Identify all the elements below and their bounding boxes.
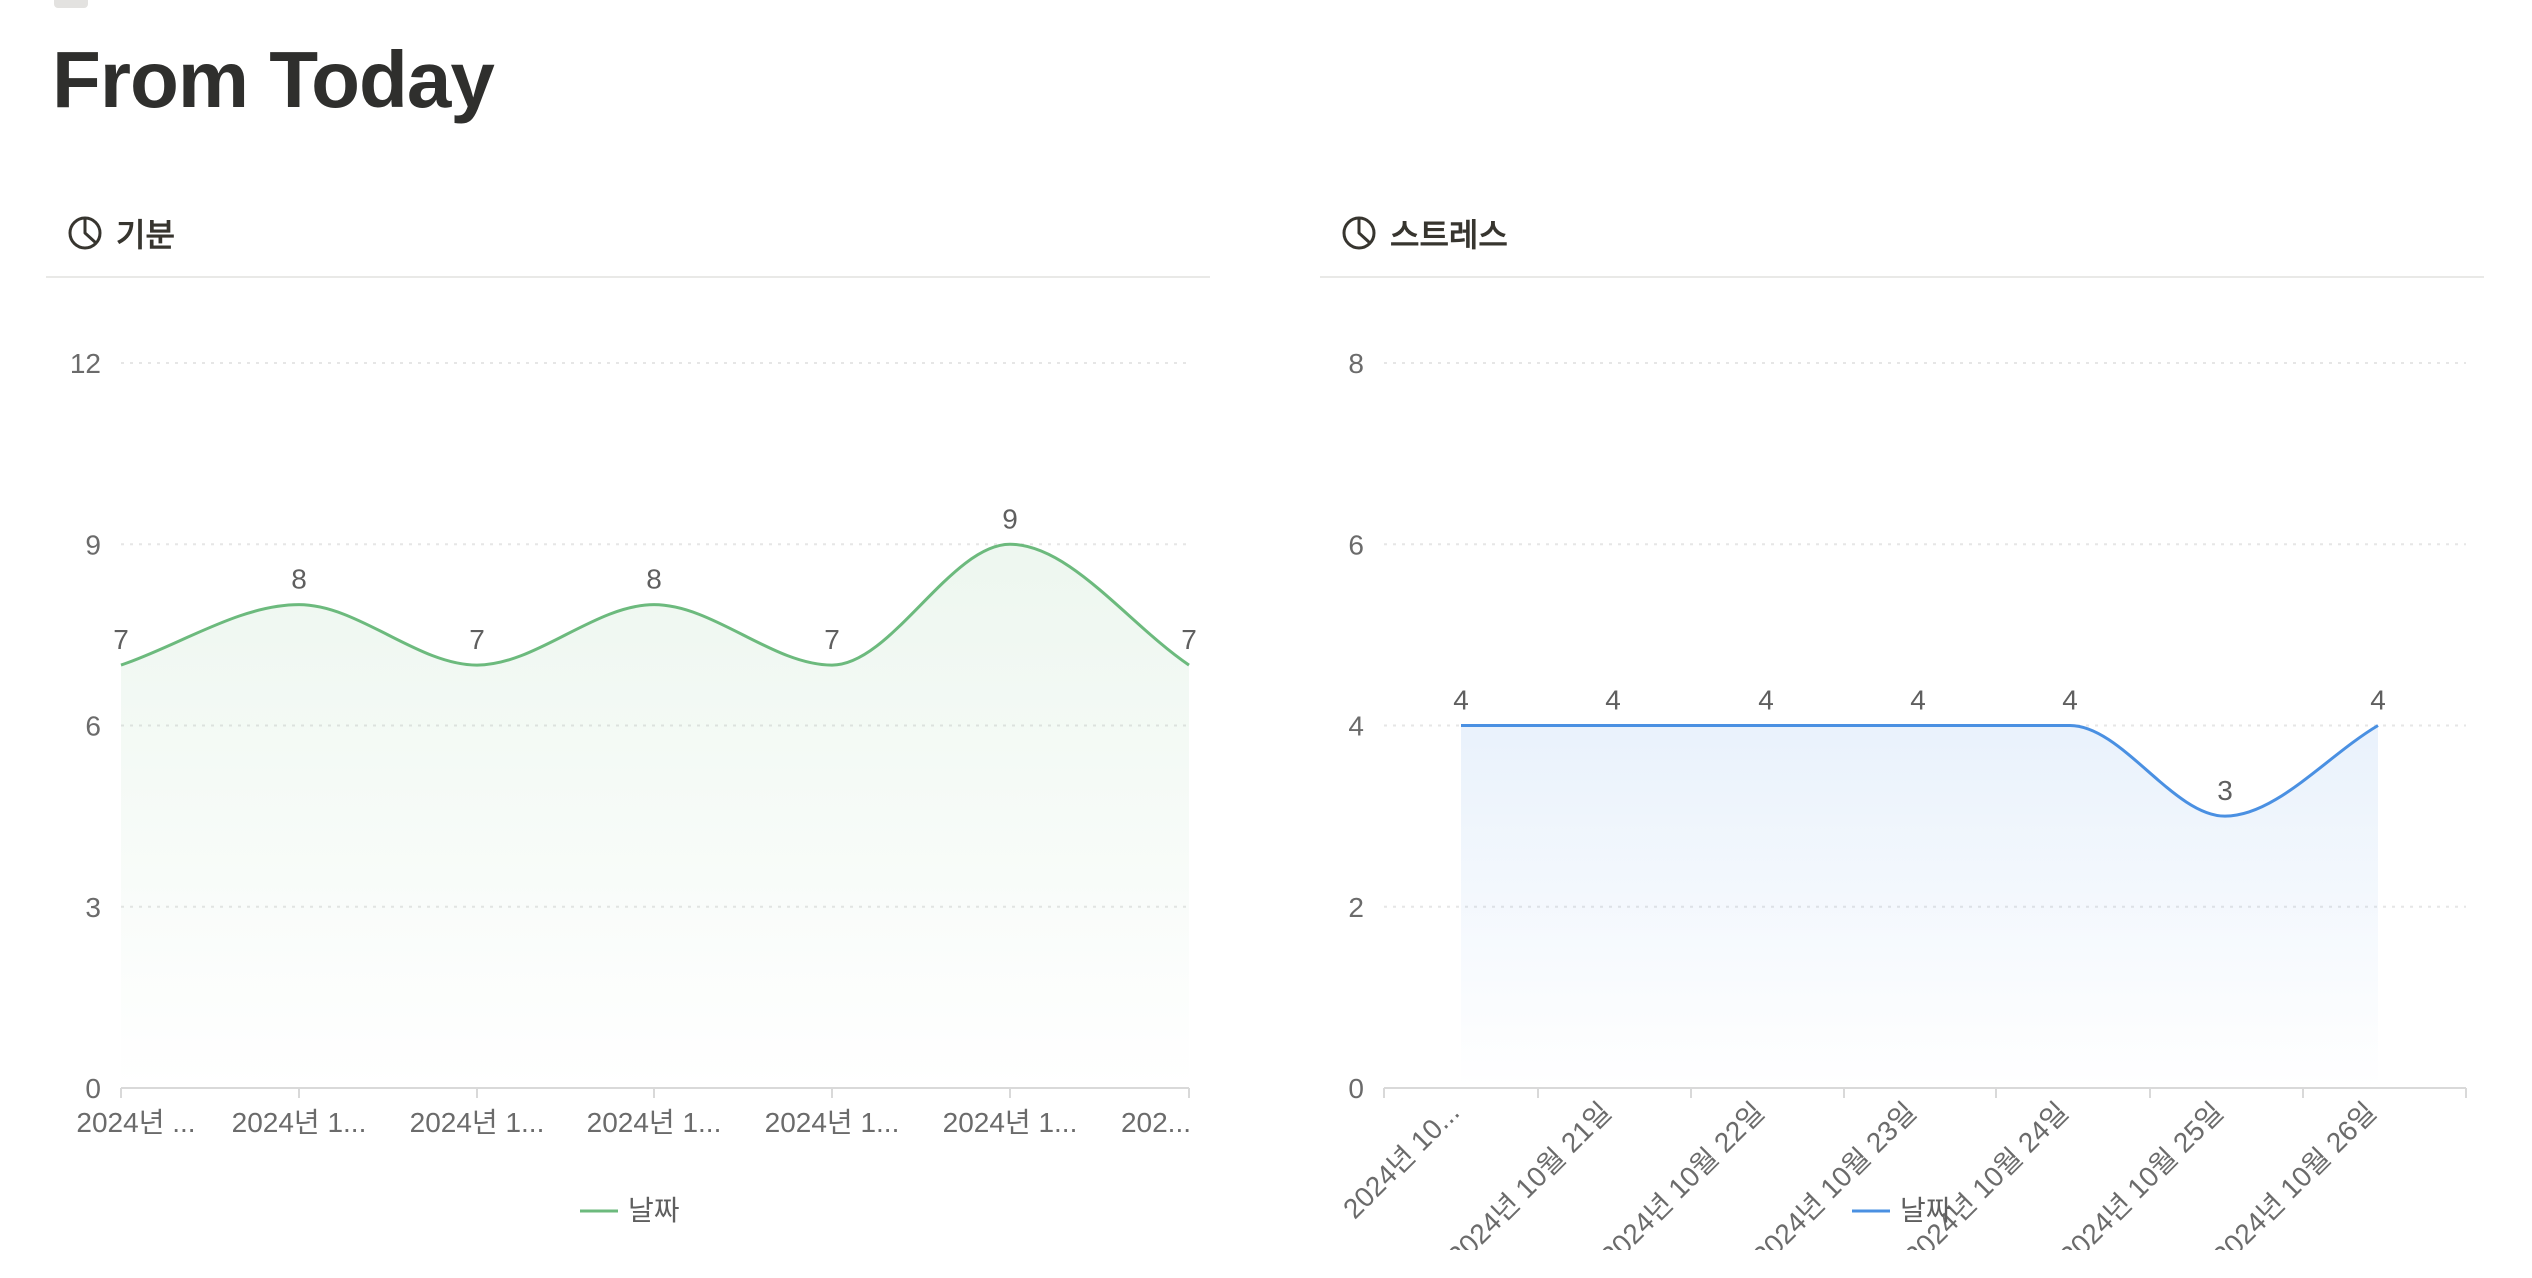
x-tick-label: 202... xyxy=(1121,1107,1191,1138)
chart-title: 기분 xyxy=(116,217,175,253)
data-label: 3 xyxy=(2217,775,2233,806)
y-tick-label: 8 xyxy=(1348,348,1364,379)
page-title: From Today xyxy=(52,35,495,124)
pie-chart-icon xyxy=(66,214,104,252)
x-tick-label: 2024년 10... xyxy=(1337,1096,1465,1224)
x-tick-label: 2024년 10월 21일 xyxy=(1442,1096,1618,1250)
y-tick-label: 12 xyxy=(70,348,101,379)
series-line xyxy=(120,542,1190,667)
x-tick-label: 2024년 10월 26일 xyxy=(2207,1096,2383,1250)
x-tick-label: 2024년 10월 22일 xyxy=(1595,1096,1771,1250)
x-tick-label: 2024년 10월 24일 xyxy=(1899,1096,2075,1250)
pie-chart-icon xyxy=(1340,214,1378,252)
data-label: 8 xyxy=(291,564,307,595)
chart-header: 스트레스 xyxy=(1320,190,2484,278)
data-label: 4 xyxy=(1758,685,1774,716)
y-tick-label: 6 xyxy=(1348,529,1364,560)
legend-label: 날짜 xyxy=(628,1195,680,1226)
x-tick-label: 2024년 1... xyxy=(587,1107,722,1138)
data-label: 7 xyxy=(1181,624,1197,655)
series-area xyxy=(1461,725,2378,1088)
x-tick-label: 2024년 10월 23일 xyxy=(1747,1096,1923,1250)
y-tick-label: 6 xyxy=(85,711,101,742)
x-tick-label: 2024년 1... xyxy=(943,1107,1078,1138)
series-line xyxy=(1461,724,2379,818)
data-label: 4 xyxy=(1453,685,1469,716)
y-tick-label: 9 xyxy=(85,529,101,560)
y-tick-label: 2 xyxy=(1348,892,1364,923)
data-label: 7 xyxy=(469,624,485,655)
data-label: 7 xyxy=(113,624,129,655)
mood-chart-card[interactable]: 기분 0 3 6 9 12 7 8 7 8 7 9 7 2024년 ... 2024년 1... 2024년… xyxy=(46,190,1210,1250)
x-tick-label: 2024년 1... xyxy=(765,1107,900,1138)
series-area xyxy=(121,544,1189,1088)
y-tick-label: 4 xyxy=(1348,711,1364,742)
y-tick-label: 0 xyxy=(85,1073,101,1104)
chart-header: 기분 xyxy=(46,190,1210,278)
x-tick-label: 2024년 1... xyxy=(410,1107,545,1138)
chart-title: 스트레스 xyxy=(1390,217,1508,253)
data-label: 9 xyxy=(1002,503,1018,534)
page-icon xyxy=(54,0,88,8)
stress-chart-card[interactable]: 스트레스 0 2 4 6 8 4 4 4 4 4 3 4 2024년 10... 2024년 10월 21… xyxy=(1320,190,2484,1250)
x-tick-label: 2024년 1... xyxy=(232,1107,367,1138)
y-tick-label: 3 xyxy=(85,892,101,923)
legend-label: 날짜 xyxy=(1900,1195,1952,1226)
data-label: 4 xyxy=(1605,685,1621,716)
x-tick-label: 2024년 10월 25일 xyxy=(2054,1096,2230,1250)
mood-line-chart: 0 3 6 9 12 7 8 7 8 7 9 7 2024년 ... 2024년 1... 2024년 1.… xyxy=(70,348,1197,1226)
x-tick-label: 2024년 ... xyxy=(76,1107,195,1138)
data-label: 7 xyxy=(824,624,840,655)
data-label: 4 xyxy=(2062,685,2078,716)
data-label: 4 xyxy=(1910,685,1926,716)
y-tick-label: 0 xyxy=(1348,1073,1364,1104)
data-label: 4 xyxy=(2370,685,2386,716)
data-label: 8 xyxy=(646,564,662,595)
